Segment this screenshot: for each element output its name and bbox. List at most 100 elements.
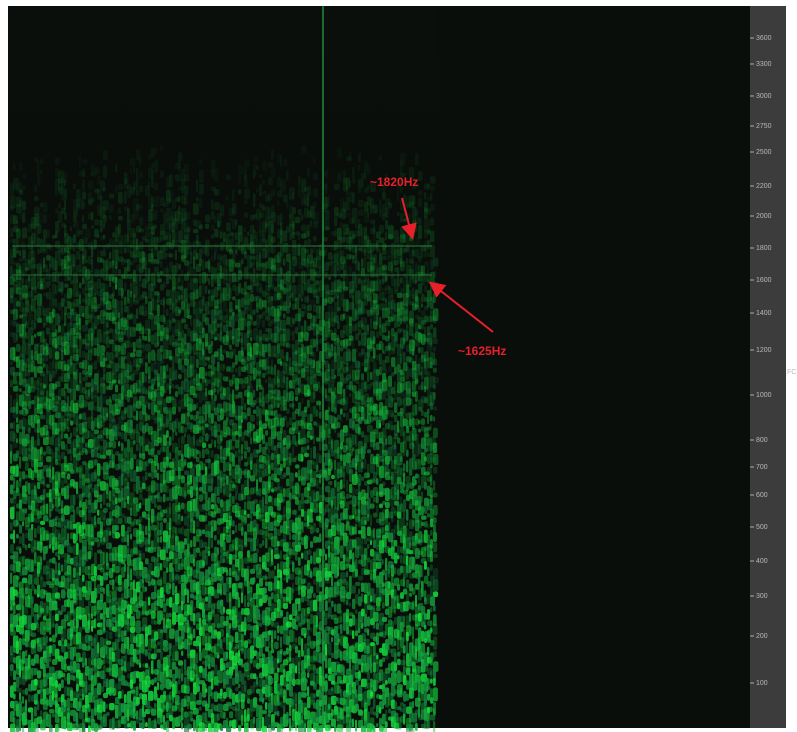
energy <box>280 463 283 471</box>
energy <box>94 361 97 371</box>
energy <box>295 456 297 460</box>
energy <box>10 395 12 408</box>
energy <box>304 320 306 332</box>
energy <box>205 388 207 397</box>
energy <box>118 365 121 373</box>
energy <box>199 391 202 404</box>
energy <box>280 514 283 520</box>
energy <box>31 560 34 572</box>
energy <box>100 660 103 666</box>
energy <box>259 614 262 622</box>
energy <box>154 580 157 593</box>
energy <box>316 606 319 615</box>
energy <box>142 372 145 384</box>
energy <box>217 424 220 432</box>
energy <box>196 686 200 693</box>
energy <box>124 649 127 658</box>
energy <box>34 408 37 416</box>
energy <box>232 693 235 706</box>
energy <box>121 385 124 393</box>
energy <box>196 450 199 455</box>
energy <box>106 679 109 690</box>
energy <box>16 333 18 341</box>
energy <box>124 433 127 442</box>
energy <box>178 322 183 332</box>
energy <box>121 689 124 698</box>
energy <box>46 343 49 352</box>
energy <box>100 686 104 692</box>
energy <box>43 415 46 419</box>
energy <box>73 567 76 578</box>
energy <box>133 720 136 730</box>
energy <box>190 315 192 326</box>
energy <box>142 577 144 584</box>
energy <box>226 616 229 622</box>
energy <box>49 709 55 713</box>
energy <box>163 316 166 324</box>
energy <box>148 352 151 364</box>
energy <box>232 637 234 643</box>
energy <box>103 665 106 673</box>
energy <box>106 607 109 618</box>
energy <box>199 706 202 710</box>
energy <box>22 521 24 526</box>
energy <box>103 383 105 394</box>
energy <box>244 415 248 421</box>
energy <box>244 648 247 659</box>
energy <box>241 549 243 554</box>
energy <box>79 698 82 708</box>
energy <box>208 538 210 550</box>
energy <box>307 431 310 438</box>
energy <box>145 307 147 313</box>
energy <box>25 675 28 682</box>
energy <box>157 382 160 392</box>
energy <box>313 551 316 564</box>
energy <box>127 496 129 504</box>
energy <box>193 708 199 715</box>
energy <box>97 422 100 429</box>
energy <box>301 509 304 517</box>
energy <box>58 718 61 731</box>
energy <box>76 712 78 726</box>
energy <box>118 380 120 384</box>
energy <box>118 606 121 612</box>
energy <box>280 571 282 583</box>
energy <box>295 350 297 355</box>
energy <box>46 503 48 514</box>
energy <box>202 362 207 366</box>
energy <box>304 406 307 412</box>
energy <box>73 646 76 657</box>
energy <box>244 723 249 732</box>
energy <box>202 609 205 619</box>
energy <box>124 501 127 508</box>
energy <box>130 478 133 483</box>
energy <box>232 496 235 504</box>
energy <box>172 326 175 337</box>
energy <box>88 374 92 378</box>
energy <box>28 427 31 433</box>
energy <box>154 547 156 552</box>
energy <box>160 483 163 493</box>
energy <box>283 400 287 411</box>
energy <box>172 371 175 380</box>
energy <box>94 430 99 435</box>
energy <box>91 449 94 458</box>
energy <box>25 342 28 356</box>
energy <box>238 479 240 484</box>
energy <box>268 398 271 402</box>
energy <box>151 319 154 331</box>
energy <box>268 617 271 625</box>
energy <box>91 541 95 546</box>
energy <box>220 628 224 637</box>
energy <box>10 599 12 604</box>
energy <box>67 555 70 564</box>
energy <box>286 578 288 583</box>
energy <box>208 695 210 708</box>
energy <box>82 350 85 358</box>
energy <box>220 689 223 697</box>
energy <box>166 383 169 390</box>
energy <box>106 584 109 596</box>
energy <box>88 588 91 596</box>
energy <box>229 623 231 629</box>
energy <box>229 528 231 537</box>
